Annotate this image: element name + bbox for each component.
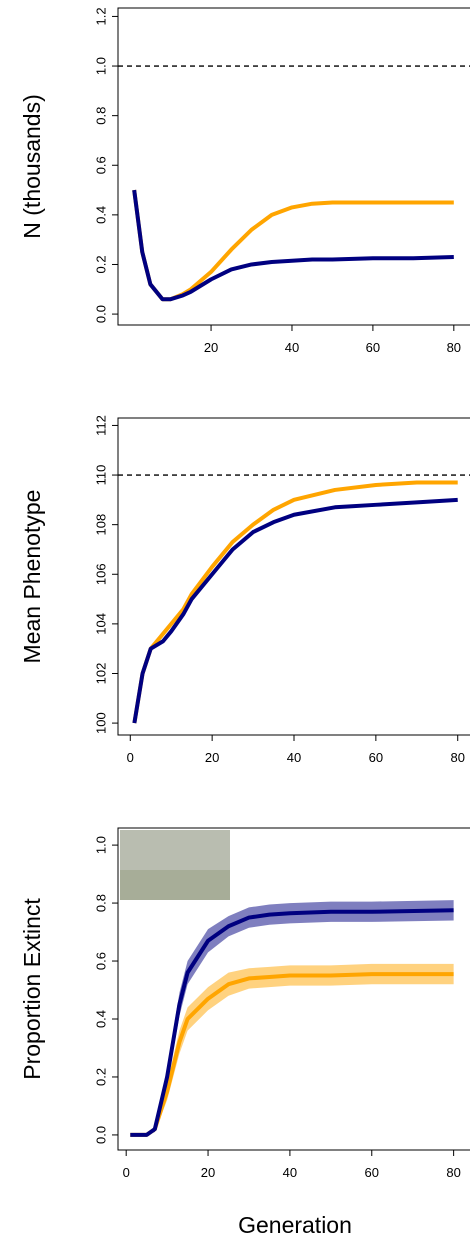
x-tick-label: 0: [123, 1165, 130, 1180]
y-tick-label: 0.6: [94, 952, 109, 970]
x-tick-label: 40: [287, 750, 301, 765]
y-tick-label: 1.0: [94, 57, 109, 75]
x-tick-label: 20: [204, 340, 218, 355]
confidence-band: [130, 963, 454, 1135]
y-tick-label: 0.4: [94, 1010, 109, 1028]
x-tick-label: 80: [447, 340, 461, 355]
series-line: [132, 480, 458, 724]
y-axis-title: Mean Phenotype: [19, 490, 45, 664]
y-tick-label: 0.0: [94, 305, 109, 323]
x-tick-label: 20: [201, 1165, 215, 1180]
series-line: [132, 189, 454, 302]
x-tick-label: 80: [446, 1165, 460, 1180]
y-tick-label: 0.6: [94, 156, 109, 174]
plot-frame: [117, 7, 470, 326]
y-tick-label: 1.2: [94, 7, 109, 25]
y-tick-label: 102: [94, 663, 109, 685]
y-tick-label: 1.0: [94, 836, 109, 854]
y-tick-label: 106: [94, 563, 109, 585]
y-tick-label: 0.0: [94, 1126, 109, 1144]
y-tick-label: 0.8: [94, 894, 109, 912]
series-line: [130, 908, 454, 1137]
series-line: [132, 189, 454, 302]
x-tick-label: 40: [283, 1165, 297, 1180]
x-tick-label: 20: [205, 750, 219, 765]
y-tick-label: 104: [94, 613, 109, 635]
x-axis-title: Generation: [238, 1212, 352, 1238]
y-tick-label: 0.4: [94, 206, 109, 224]
x-tick-label: 0: [127, 750, 134, 765]
y-tick-label: 110: [94, 465, 109, 486]
y-tick-label: 108: [94, 514, 109, 536]
photo-ground: [120, 870, 230, 900]
series-line: [132, 497, 458, 724]
y-axis-title: N (thousands): [19, 94, 45, 238]
x-tick-label: 60: [369, 750, 383, 765]
x-tick-label: 60: [365, 1165, 379, 1180]
y-axis-title: Proportion Extinct: [19, 898, 45, 1080]
y-tick-label: 112: [94, 415, 109, 436]
x-tick-label: 40: [285, 340, 299, 355]
plot-frame: [117, 417, 470, 736]
y-tick-label: 0.2: [94, 1068, 109, 1086]
y-tick-label: 0.8: [94, 107, 109, 125]
plot-frame: [117, 827, 470, 1151]
y-tick-label: 100: [94, 712, 109, 734]
x-tick-label: 80: [450, 750, 464, 765]
y-tick-label: 0.2: [94, 255, 109, 273]
x-tick-label: 60: [366, 340, 380, 355]
